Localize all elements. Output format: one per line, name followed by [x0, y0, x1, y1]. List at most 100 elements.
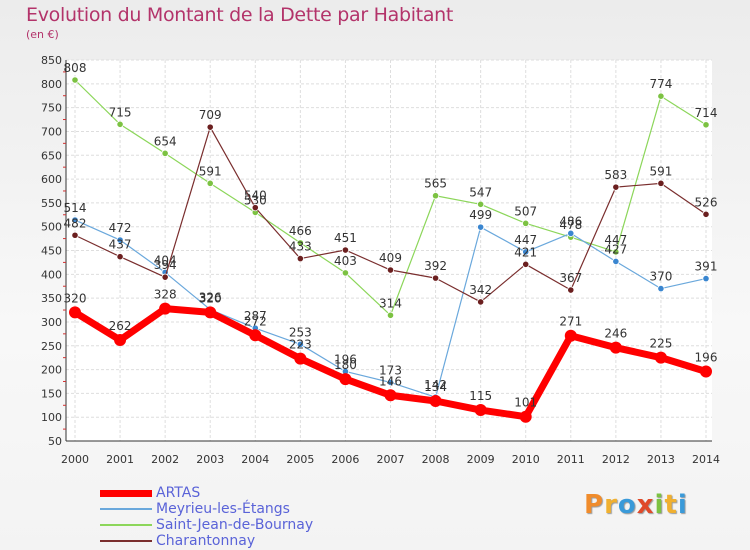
y-tick-label: 350 — [41, 292, 62, 305]
x-tick-label: 2005 — [286, 453, 314, 466]
data-label-meyrieu-les-tangs: 370 — [649, 270, 672, 284]
data-label-meyrieu-les-tangs: 486 — [559, 214, 582, 228]
y-tick-label: 250 — [41, 340, 62, 353]
data-label-charantonnay: 583 — [604, 168, 627, 182]
data-label-saint-jean-de-bournay: 403 — [334, 254, 357, 268]
data-label-meyrieu-les-tangs: 326 — [199, 291, 222, 305]
data-label-artas: 196 — [695, 350, 718, 364]
data-point-artas — [474, 404, 487, 417]
data-point-artas — [159, 302, 172, 315]
x-tick-label: 2001 — [106, 453, 134, 466]
data-label-artas: 101 — [514, 396, 537, 410]
legend-swatch — [100, 508, 152, 510]
data-label-artas: 146 — [379, 374, 402, 388]
data-point-artas — [69, 306, 81, 319]
data-point-saint-jean-de-bournay — [612, 248, 620, 256]
data-point-charantonnay — [567, 286, 575, 294]
data-label-meyrieu-les-tangs: 427 — [604, 242, 627, 256]
legend-swatch — [100, 489, 152, 497]
data-label-meyrieu-les-tangs: 472 — [109, 221, 132, 235]
data-label-charantonnay: 394 — [154, 258, 177, 272]
data-point-charantonnay — [612, 183, 620, 191]
data-point-charantonnay — [431, 274, 440, 282]
data-label-charantonnay: 482 — [64, 216, 87, 230]
y-tick-label: 400 — [41, 268, 62, 281]
data-label-saint-jean-de-bournay: 715 — [109, 105, 132, 119]
data-point-meyrieu-les-tangs — [71, 216, 79, 224]
y-tick-label: 50 — [48, 435, 62, 448]
data-label-artas: 115 — [469, 389, 492, 403]
legend-label: Meyrieu-les-Étangs — [156, 501, 290, 517]
data-point-charantonnay — [116, 253, 124, 261]
data-label-charantonnay: 709 — [199, 108, 222, 122]
data-label-charantonnay: 342 — [469, 283, 492, 297]
data-point-meyrieu-les-tangs — [116, 236, 124, 244]
logo-letter: i — [677, 490, 688, 520]
x-tick-label: 2004 — [241, 453, 269, 466]
data-point-charantonnay — [657, 179, 665, 187]
data-point-artas — [654, 351, 667, 364]
data-label-saint-jean-de-bournay: 591 — [199, 164, 222, 178]
y-tick-label: 450 — [41, 245, 62, 258]
data-label-saint-jean-de-bournay: 466 — [289, 224, 312, 238]
x-tick-label: 2008 — [422, 453, 450, 466]
data-point-meyrieu-les-tangs — [477, 223, 485, 231]
data-label-saint-jean-de-bournay: 654 — [154, 134, 177, 148]
data-label-meyrieu-les-tangs: 447 — [514, 233, 537, 247]
logo-letter: t — [664, 490, 678, 520]
data-point-saint-jean-de-bournay — [161, 149, 169, 157]
data-point-saint-jean-de-bournay — [522, 219, 530, 227]
y-tick-label: 550 — [41, 197, 62, 210]
data-point-charantonnay — [71, 231, 79, 239]
y-tick-label: 150 — [41, 387, 62, 400]
logo-letter: P — [584, 490, 605, 520]
data-label-artas: 134 — [424, 380, 447, 394]
x-tick-label: 2014 — [692, 453, 720, 466]
data-point-charantonnay — [206, 123, 214, 131]
data-point-charantonnay — [341, 246, 350, 254]
data-label-saint-jean-de-bournay: 774 — [649, 77, 672, 91]
logo-letter: x — [636, 490, 655, 520]
data-point-charantonnay — [251, 204, 259, 212]
legend-label: ARTAS — [156, 485, 201, 501]
chart-title: Evolution du Montant de la Dette par Hab… — [26, 4, 454, 26]
data-label-artas: 223 — [289, 338, 312, 352]
data-point-artas — [294, 352, 307, 365]
data-point-meyrieu-les-tangs — [612, 257, 620, 266]
data-label-artas: 180 — [334, 358, 357, 372]
data-label-meyrieu-les-tangs: 253 — [289, 325, 312, 339]
data-point-saint-jean-de-bournay — [702, 121, 710, 129]
data-label-meyrieu-les-tangs: 287 — [244, 309, 267, 323]
data-label-artas: 271 — [559, 315, 582, 329]
data-label-saint-jean-de-bournay: 547 — [469, 185, 492, 199]
legend-swatch — [100, 540, 152, 542]
data-label-artas: 262 — [109, 319, 132, 333]
data-point-saint-jean-de-bournay — [477, 200, 485, 208]
data-label-saint-jean-de-bournay: 314 — [379, 296, 402, 310]
x-tick-label: 2010 — [512, 453, 540, 466]
data-label-artas: 246 — [604, 327, 627, 341]
data-label-charantonnay: 526 — [695, 195, 718, 209]
data-label-artas: 320 — [64, 291, 87, 305]
data-point-saint-jean-de-bournay — [71, 76, 79, 84]
data-label-charantonnay: 540 — [244, 189, 267, 203]
data-label-charantonnay: 433 — [289, 240, 312, 254]
data-label-saint-jean-de-bournay: 808 — [64, 61, 87, 75]
data-label-meyrieu-les-tangs: 196 — [334, 352, 357, 366]
y-tick-label: 700 — [41, 125, 62, 138]
data-point-charantonnay — [386, 266, 395, 274]
x-tick-label: 2009 — [467, 453, 495, 466]
data-label-saint-jean-de-bournay: 478 — [559, 218, 582, 232]
data-point-saint-jean-de-bournay — [116, 120, 124, 128]
data-label-charantonnay: 451 — [334, 231, 357, 245]
logo-letter: i — [654, 490, 665, 520]
data-label-meyrieu-les-tangs: 499 — [469, 208, 492, 222]
x-tick-label: 2000 — [61, 453, 89, 466]
x-tick-label: 2012 — [602, 453, 630, 466]
data-label-artas: 225 — [649, 337, 672, 351]
legend-label: Charantonnay — [156, 533, 256, 549]
x-tick-label: 2006 — [331, 453, 359, 466]
data-label-charantonnay: 367 — [559, 271, 582, 285]
data-label-charantonnay: 437 — [109, 238, 132, 252]
